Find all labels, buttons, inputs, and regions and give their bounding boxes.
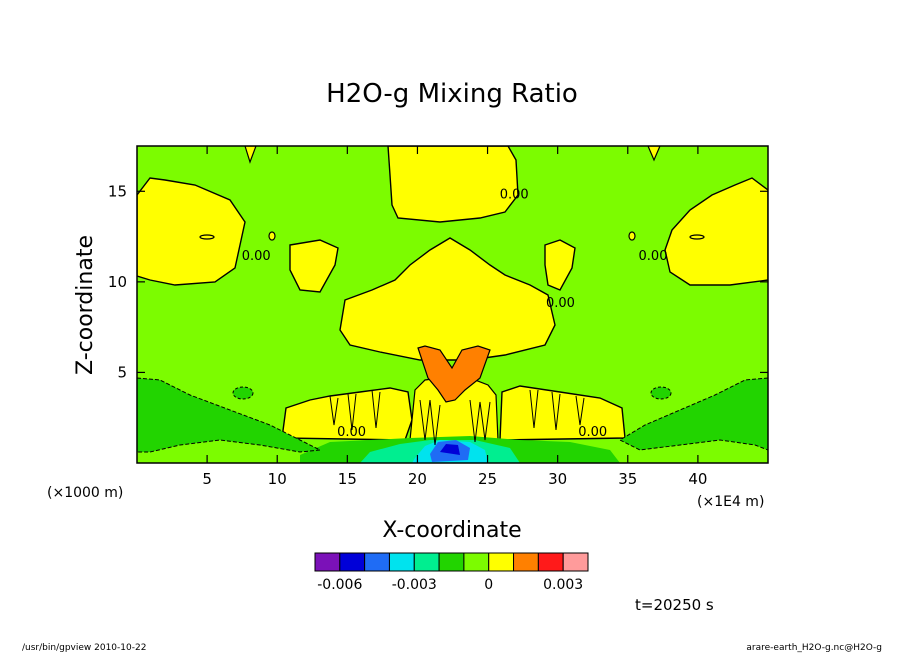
footer-left: /usr/bin/gpview 2010-10-22: [22, 643, 146, 653]
colorbar-swatch: [488, 552, 515, 572]
x-tick-label: 35: [618, 470, 637, 488]
green-band-right: [618, 377, 768, 451]
colorbar-tick-label: 0: [484, 577, 493, 593]
colorbar-swatch: [438, 552, 465, 572]
x-axis-ticks: 5 10 15 20 25 30 35 40: [202, 146, 707, 488]
contour-label: 0.00: [242, 249, 271, 264]
colorbar-swatch: [513, 552, 539, 572]
green-spot-left: [232, 386, 254, 400]
y-axis-label: Z-coordinate: [73, 235, 98, 375]
minor-contours: [199, 146, 705, 241]
yellow-blob-right: [544, 239, 576, 291]
colorbar-tick-labels: -0.006 -0.003 0 0.003: [317, 577, 583, 593]
colorbar-swatch: [537, 552, 564, 572]
contour-label: 0.00: [578, 425, 607, 440]
green-band-left: [137, 377, 322, 453]
colorbar-tick-label: 0.003: [543, 577, 583, 593]
x-tick-label: 40: [688, 470, 707, 488]
x-axis-label: X-coordinate: [382, 518, 521, 543]
plot-frame: [136, 145, 769, 464]
contour-label: 0.00: [639, 249, 668, 264]
yellow-region-upper-right: [664, 177, 768, 286]
x-tick-label: 25: [478, 470, 497, 488]
yellow-blob-left: [289, 239, 339, 293]
y-tick-label: 15: [108, 182, 127, 200]
contour-labels: 0.00 0.00 0.00 0.00 0.00 0.00: [242, 188, 668, 440]
y-unit-label: (×1000 m): [47, 485, 123, 501]
colorbar-swatch: [314, 552, 341, 572]
y-tick-label: 5: [117, 363, 127, 381]
turbulence-lines: [329, 389, 585, 446]
footer-right: arare-earth_H2O-g.nc@H2O-g: [746, 643, 882, 653]
colorbar-swatch: [463, 552, 490, 572]
contour-label: 0.00: [500, 188, 529, 203]
time-annotation: t=20250 s: [635, 596, 714, 614]
x-unit-label: (×1E4 m): [697, 494, 764, 510]
colorbar-tick-label: -0.003: [392, 577, 437, 593]
x-tick-label: 20: [408, 470, 427, 488]
x-tick-label: 30: [548, 470, 567, 488]
colorbar-swatch: [339, 552, 366, 572]
y-axis-ticks: 5 10 15: [108, 182, 768, 381]
dark-blue-zone: [440, 444, 460, 455]
colorbar-swatch: [562, 552, 589, 572]
orange-core: [417, 345, 491, 403]
chart-title: H2O-g Mixing Ratio: [326, 79, 578, 109]
colorbar-tick-label: -0.006: [317, 577, 362, 593]
x-tick-label: 10: [268, 470, 287, 488]
colorbar: [314, 552, 589, 572]
plot-area: [137, 146, 768, 463]
colorbar-swatch: [364, 552, 390, 572]
y-tick-label: 10: [108, 273, 127, 291]
x-tick-label: 15: [338, 470, 357, 488]
colorbar-swatch: [413, 552, 440, 572]
colorbar-swatch: [388, 552, 415, 572]
green-spot-right: [650, 386, 672, 400]
contour-label: 0.00: [337, 425, 366, 440]
yellow-region-upper-left: [137, 177, 246, 286]
contour-label: 0.00: [546, 296, 575, 311]
x-tick-label: 5: [202, 470, 212, 488]
yellow-region-top-center: [387, 146, 519, 223]
